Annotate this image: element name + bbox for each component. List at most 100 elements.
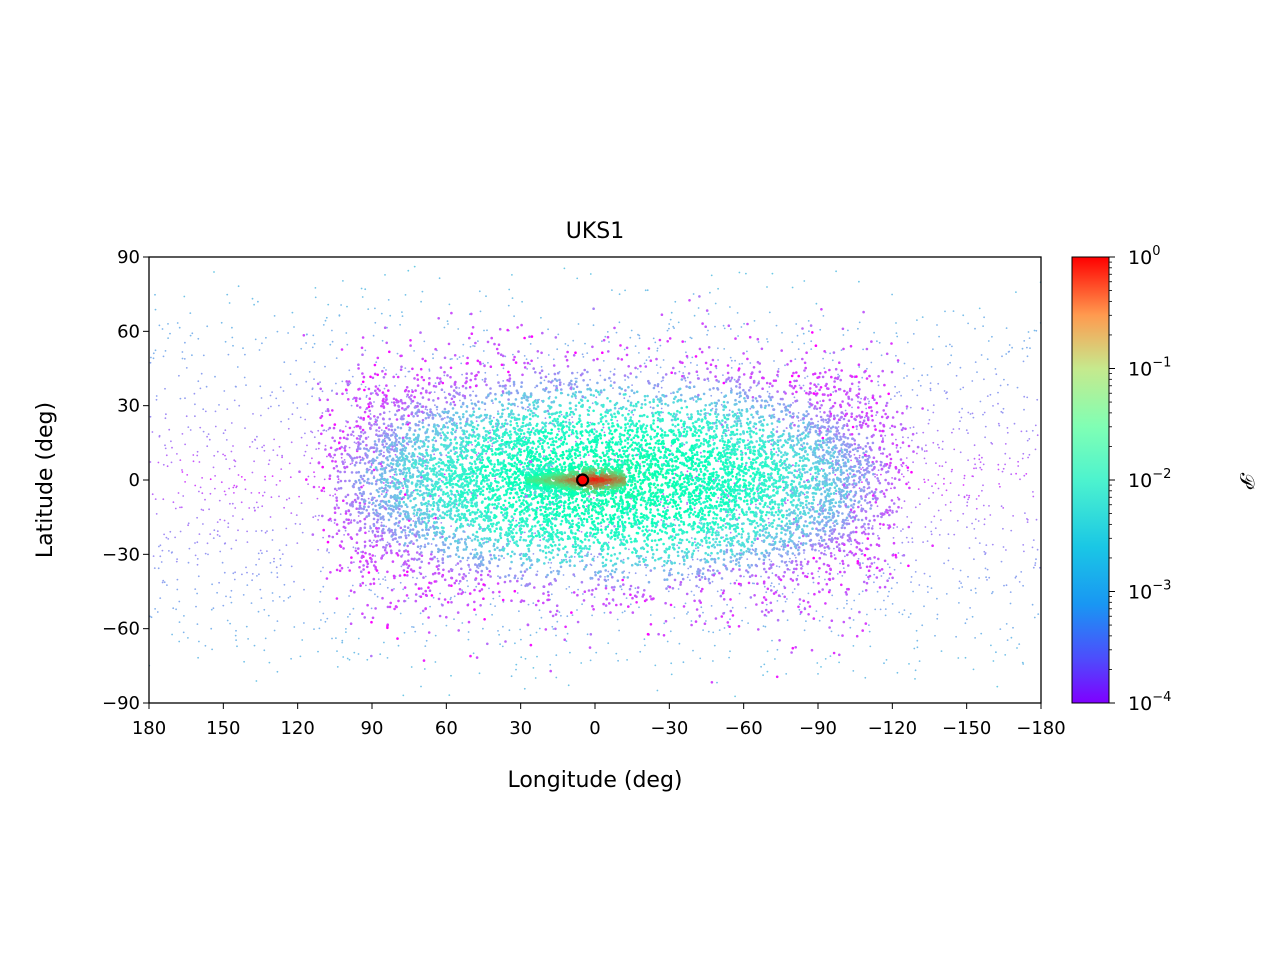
scatter-point bbox=[424, 464, 427, 467]
scatter-point bbox=[576, 371, 579, 374]
scatter-point bbox=[778, 553, 780, 556]
scatter-point bbox=[383, 451, 385, 454]
scatter-point bbox=[755, 503, 757, 506]
scatter-point bbox=[740, 326, 743, 328]
scatter-point bbox=[314, 287, 317, 289]
scatter-point bbox=[770, 560, 773, 563]
scatter-point bbox=[617, 659, 619, 662]
scatter-point bbox=[232, 486, 235, 489]
scatter-point bbox=[932, 404, 935, 406]
scatter-point bbox=[524, 657, 527, 660]
scatter-point bbox=[187, 524, 190, 527]
scatter-point bbox=[708, 388, 712, 391]
scatter-point bbox=[345, 631, 347, 633]
scatter-point bbox=[258, 573, 260, 576]
scatter-point bbox=[154, 293, 156, 296]
scatter-point bbox=[648, 442, 652, 446]
scatter-point bbox=[218, 581, 221, 584]
scatter-point bbox=[745, 499, 749, 503]
scatter-point bbox=[684, 602, 687, 605]
scatter-point bbox=[638, 337, 641, 340]
scatter-point bbox=[236, 366, 239, 368]
scatter-point bbox=[428, 368, 431, 371]
scatter-point bbox=[992, 660, 995, 662]
scatter-point bbox=[493, 503, 497, 506]
scatter-point bbox=[1009, 591, 1012, 593]
scatter-point bbox=[355, 442, 358, 445]
scatter-point bbox=[271, 592, 274, 594]
scatter-point bbox=[882, 572, 885, 575]
scatter-point bbox=[941, 440, 944, 443]
scatter-point bbox=[233, 484, 236, 487]
scatter-point bbox=[835, 270, 837, 273]
scatter-point bbox=[667, 590, 670, 593]
scatter-point bbox=[305, 380, 308, 383]
scatter-point bbox=[389, 475, 392, 478]
scatter-point bbox=[417, 533, 421, 537]
scatter-point bbox=[434, 382, 437, 384]
scatter-point bbox=[703, 622, 707, 625]
scatter-point bbox=[501, 598, 505, 602]
scatter-point bbox=[345, 332, 348, 334]
scatter-point bbox=[1022, 663, 1025, 665]
scatter-point bbox=[771, 572, 774, 575]
scatter-point bbox=[515, 519, 518, 522]
scatter-point bbox=[547, 531, 551, 534]
scatter-point bbox=[300, 436, 303, 439]
scatter-point bbox=[445, 421, 448, 425]
scatter-point bbox=[983, 518, 986, 520]
scatter-point bbox=[363, 479, 366, 483]
scatter-point bbox=[690, 590, 693, 593]
scatter-point bbox=[486, 329, 488, 332]
scatter-point bbox=[930, 533, 933, 536]
scatter-point bbox=[290, 512, 293, 514]
scatter-point bbox=[1008, 457, 1011, 460]
scatter-point bbox=[656, 372, 659, 374]
scatter-point bbox=[923, 481, 926, 483]
scatter-point bbox=[377, 572, 380, 574]
scatter-point bbox=[342, 656, 345, 658]
scatter-point bbox=[553, 384, 555, 387]
scatter-point bbox=[348, 479, 351, 483]
scatter-point bbox=[837, 634, 840, 637]
scatter-point bbox=[848, 472, 852, 475]
scatter-point bbox=[639, 564, 642, 566]
scatter-point bbox=[547, 373, 550, 376]
scatter-point bbox=[493, 416, 495, 419]
scatter-point bbox=[824, 549, 826, 552]
scatter-point bbox=[427, 561, 431, 565]
scatter-point bbox=[953, 533, 956, 536]
scatter-point bbox=[262, 494, 264, 497]
scatter-point bbox=[163, 581, 166, 584]
scatter-point bbox=[772, 408, 776, 411]
scatter-point bbox=[624, 289, 626, 292]
scatter-point bbox=[378, 426, 381, 430]
scatter-point bbox=[461, 622, 464, 624]
scatter-point bbox=[701, 509, 705, 513]
scatter-point bbox=[678, 562, 681, 565]
scatter-point bbox=[331, 389, 333, 392]
scatter-point bbox=[668, 478, 672, 482]
scatter-point bbox=[882, 409, 885, 412]
scatter-point bbox=[364, 551, 367, 555]
scatter-point bbox=[775, 430, 779, 433]
scatter-point bbox=[763, 663, 766, 666]
scatter-point bbox=[681, 374, 684, 378]
scatter-point bbox=[428, 377, 431, 380]
scatter-point bbox=[489, 603, 492, 606]
scatter-point bbox=[420, 410, 424, 414]
scatter-point bbox=[319, 570, 322, 573]
scatter-point bbox=[663, 446, 666, 449]
scatter-point bbox=[746, 547, 750, 551]
scatter-point bbox=[336, 650, 338, 652]
scatter-point bbox=[523, 336, 526, 340]
scatter-point bbox=[799, 603, 801, 605]
scatter-point bbox=[461, 589, 463, 592]
scatter-point bbox=[615, 652, 618, 655]
scatter-point bbox=[353, 426, 356, 429]
scatter-point bbox=[974, 587, 977, 590]
scatter-point bbox=[846, 539, 850, 542]
scatter-point bbox=[720, 589, 723, 591]
scatter-point bbox=[950, 354, 953, 357]
scatter-point bbox=[235, 539, 238, 542]
